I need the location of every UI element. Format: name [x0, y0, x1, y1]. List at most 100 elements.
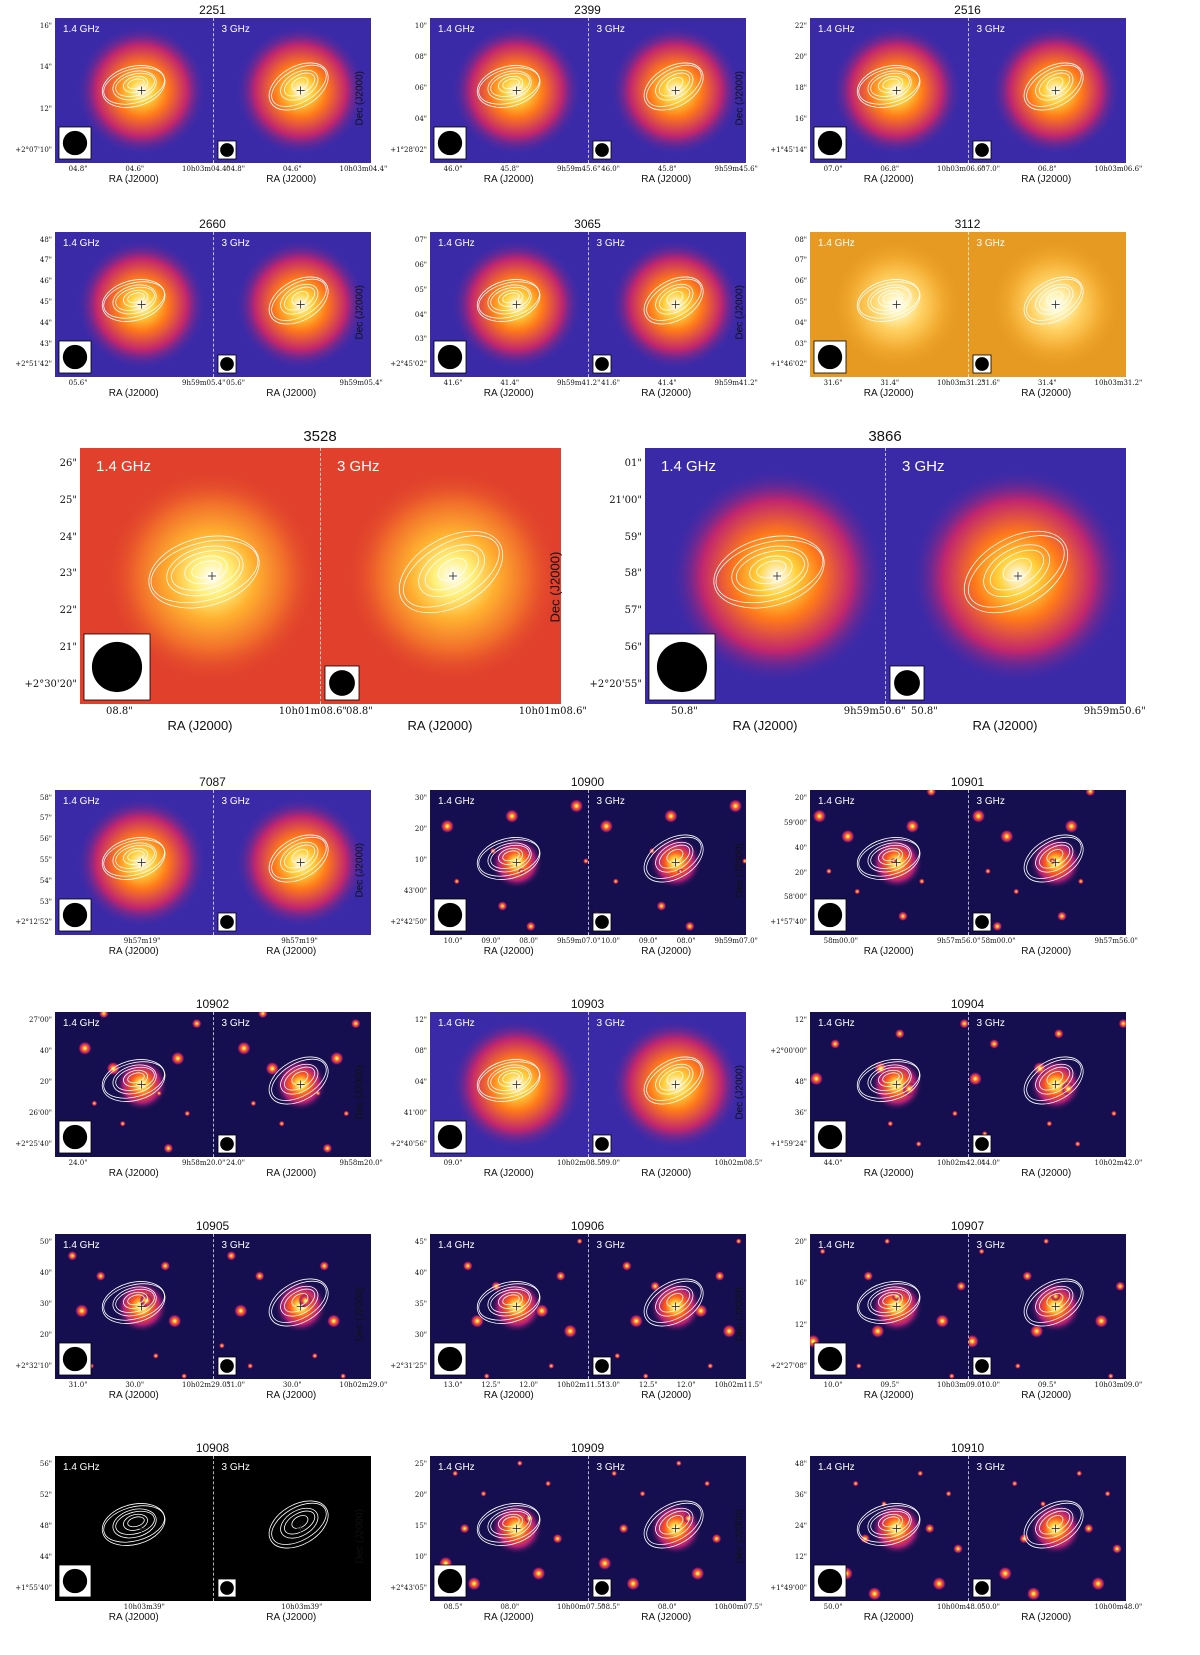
ra-tick-label: 58m00.0"	[981, 937, 1016, 945]
field-source	[1107, 1373, 1114, 1379]
frequency-label: 1.4 GHz	[438, 1018, 475, 1029]
dec-tick-label: 26"	[59, 458, 77, 470]
dec-tick-label: 03"	[794, 339, 807, 348]
dec-tick-label: +1°57'40"	[770, 918, 807, 927]
map-3ghz: 3 GHz	[967, 1012, 1126, 1157]
map-1p4ghz: 1.4 GHz	[810, 18, 968, 163]
field-source	[225, 1250, 236, 1261]
ra-axis-label: RA (J2000)	[863, 946, 914, 957]
ra-tick-label: 10h03m31.2"	[1094, 379, 1143, 387]
ra-tick-label: 45.8"	[500, 165, 520, 173]
ra-tick-label: 50.8"	[671, 706, 698, 717]
field-source	[682, 1513, 693, 1524]
ra-tick-label: 10h03m39"	[281, 1603, 323, 1611]
field-source	[727, 798, 742, 813]
frequency-label: 3 GHz	[976, 1462, 1005, 1473]
field-source	[997, 1566, 1012, 1581]
dec-tick-label: +2°32'10"	[15, 1362, 52, 1371]
frequency-label: 3 GHz	[596, 796, 625, 807]
field-source	[119, 1120, 126, 1127]
dec-tick-label: 08"	[414, 1046, 427, 1055]
map-image	[813, 1470, 964, 1601]
frequency-label: 1.4 GHz	[438, 24, 475, 35]
ra-tick-label: 9h59m07.0"	[714, 937, 758, 945]
field-source	[314, 1090, 321, 1097]
radio-contours	[856, 65, 921, 108]
field-source	[918, 878, 925, 885]
radio-contours	[148, 535, 260, 609]
field-source	[1084, 790, 1095, 797]
ra-axis-label: RA (J2000)	[641, 1168, 692, 1179]
frequency-label: 1.4 GHz	[438, 1462, 475, 1473]
field-source	[870, 1324, 885, 1339]
beam-indicator	[58, 1564, 92, 1598]
field-source	[563, 1324, 578, 1339]
ra-axis-label: RA (J2000)	[641, 946, 692, 957]
panel-title: 10907	[950, 1219, 985, 1233]
beam-indicator	[217, 912, 236, 932]
dec-tick-label: 06"	[414, 84, 427, 93]
beam-indicator	[592, 1356, 611, 1376]
ra-tick-label: 10h02m29.0"	[339, 1381, 388, 1389]
field-source	[326, 1314, 341, 1328]
frequency-label: 1.4 GHz	[438, 238, 475, 249]
dec-tick-label: 48"	[39, 235, 52, 244]
map-image	[591, 798, 746, 932]
position-marker	[208, 572, 216, 580]
field-source	[639, 1490, 646, 1497]
ra-axis-label: RA (J2000)	[483, 1390, 534, 1401]
dec-tick-label: +2°43'05"	[390, 1584, 427, 1593]
field-source	[504, 809, 519, 824]
map-3ghz: 3 GHz	[587, 1012, 746, 1157]
field-source	[867, 1586, 882, 1601]
frequency-label: 3 GHz	[221, 24, 250, 35]
beam-indicator	[813, 898, 847, 932]
ra-tick-label: 41.4"	[657, 379, 677, 387]
radio-contours	[643, 834, 703, 883]
field-source	[576, 1238, 583, 1245]
ra-tick-label: 10.0"	[823, 1381, 843, 1389]
dec-tick-label: +2°07'10"	[15, 146, 52, 155]
ra-tick-label: 41.6"	[443, 379, 463, 387]
field-source	[246, 1362, 253, 1369]
field-source	[887, 1120, 894, 1127]
beam-indicator	[83, 633, 151, 701]
beam-indicator	[58, 1342, 92, 1376]
field-source	[163, 1143, 174, 1154]
dec-tick-label: 07"	[794, 256, 807, 265]
field-source	[951, 1110, 958, 1117]
map-1p4ghz: 1.4 GHz	[645, 448, 885, 704]
radio-contours	[643, 1278, 703, 1327]
dec-tick-label: +2°20'55"	[589, 678, 642, 690]
map-3ghz: 3 GHz	[212, 232, 371, 377]
beam-indicator	[217, 1134, 236, 1154]
ra-axis-label: RA (J2000)	[483, 946, 534, 957]
ra-tick-label: 9h59m07.0"	[557, 937, 601, 945]
dec-tick-label: 43"	[39, 339, 52, 348]
field-source	[98, 1012, 109, 1019]
field-source	[948, 1373, 955, 1379]
map-image	[972, 25, 1121, 160]
dec-axis-label: Dec (J2000)	[734, 1064, 746, 1119]
dec-tick-label: 04"	[414, 310, 427, 319]
dec-tick-label: 40"	[794, 843, 807, 852]
map-image	[217, 797, 366, 932]
beam-indicator	[813, 126, 847, 160]
field-source	[531, 1566, 546, 1581]
dec-tick-label: +2°45'02"	[390, 360, 427, 369]
ra-axis-label: RA (J2000)	[1021, 174, 1072, 185]
field-source	[278, 1120, 285, 1127]
ra-axis-label: RA (J2000)	[266, 388, 317, 399]
panel-title: 10905	[195, 1219, 230, 1233]
position-marker	[671, 858, 680, 867]
position-marker	[671, 86, 680, 95]
dec-tick-label: 22"	[794, 21, 807, 30]
panel-title: 10900	[570, 775, 605, 789]
ra-tick-label: 9h59m50.6"	[843, 706, 906, 717]
beam-indicator	[324, 665, 360, 701]
dec-axis-label: Dec (J2000)	[734, 1286, 746, 1341]
dec-tick-label: 44"	[39, 1553, 52, 1562]
radio-contours	[856, 837, 921, 880]
map-1p4ghz: 1.4 GHz	[430, 790, 588, 935]
ra-tick-label: 10h01m08.6"	[518, 706, 588, 717]
